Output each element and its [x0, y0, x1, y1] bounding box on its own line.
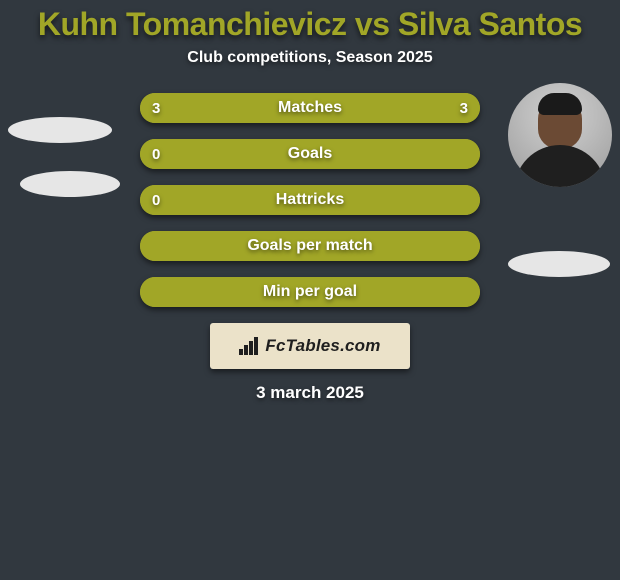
stat-row-matches: 3 Matches 3 — [140, 93, 480, 123]
stat-value-right: 3 — [460, 93, 468, 123]
comparison-subtitle: Club competitions, Season 2025 — [0, 49, 620, 67]
player-left-oval-2 — [20, 171, 120, 197]
player-right-avatar — [508, 83, 612, 187]
stat-row-mpg: Min per goal — [140, 277, 480, 307]
stat-label: Goals — [140, 139, 480, 169]
stat-label: Matches — [140, 93, 480, 123]
brand-badge: FcTables.com — [210, 323, 410, 369]
brand-text: FcTables.com — [265, 336, 380, 356]
player-left-oval-1 — [8, 117, 112, 143]
comparison-date: 3 march 2025 — [0, 383, 620, 403]
comparison-title: Kuhn Tomanchievicz vs Silva Santos — [0, 0, 620, 43]
stat-row-gpm: Goals per match — [140, 231, 480, 261]
player-right-oval — [508, 251, 610, 277]
stat-label: Min per goal — [140, 277, 480, 307]
stat-label: Goals per match — [140, 231, 480, 261]
avatar-hair — [538, 93, 582, 115]
stat-label: Hattricks — [140, 185, 480, 215]
bar-chart-icon — [239, 337, 259, 355]
stat-row-goals: 0 Goals — [140, 139, 480, 169]
stat-row-hattricks: 0 Hattricks — [140, 185, 480, 215]
stat-rows: 3 Matches 3 0 Goals 0 Hattricks Goals pe… — [140, 93, 480, 307]
comparison-body: 3 Matches 3 0 Goals 0 Hattricks Goals pe… — [0, 93, 620, 403]
